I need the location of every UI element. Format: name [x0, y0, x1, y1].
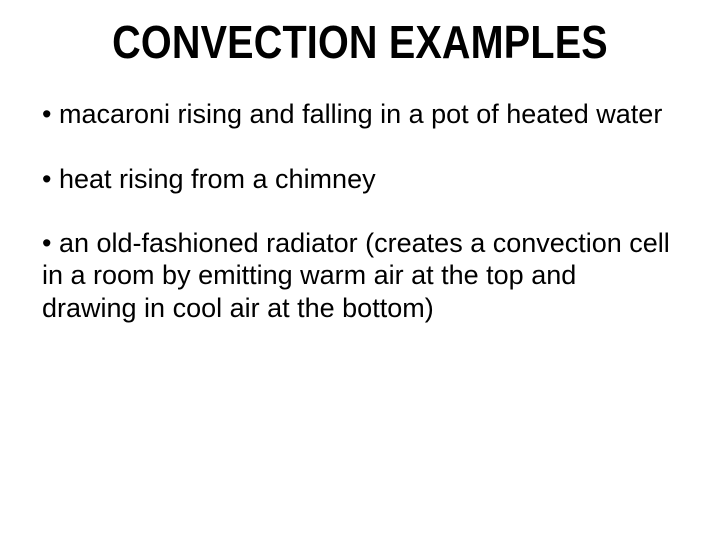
bullet-item: • an old-fashioned radiator (creates a c… — [42, 227, 678, 324]
slide: CONVECTION EXAMPLES • macaroni rising an… — [0, 0, 720, 540]
bullet-item: • macaroni rising and falling in a pot o… — [42, 98, 678, 130]
bullet-item: • heat rising from a chimney — [42, 163, 678, 195]
slide-title: CONVECTION EXAMPLES — [87, 18, 634, 66]
